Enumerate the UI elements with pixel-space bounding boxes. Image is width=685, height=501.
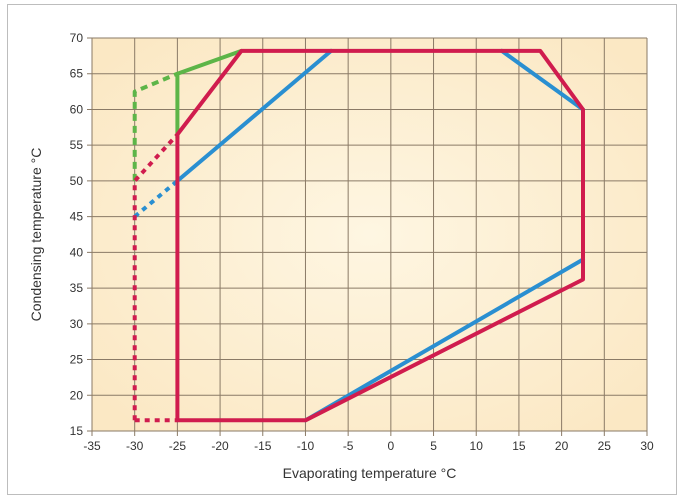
red-dotted-line	[132, 133, 179, 421]
y-tick-label: 25	[70, 353, 84, 367]
x-tick-label: -35	[83, 439, 101, 453]
x-tick-label: 0	[388, 439, 395, 453]
red-solid-line	[175, 48, 585, 423]
y-tick-label: 20	[70, 388, 84, 402]
x-axis-label: Evaporating temperature °C	[283, 465, 457, 481]
x-tick-label: -20	[211, 439, 229, 453]
x-tick-label: 5	[430, 439, 437, 453]
x-tick-label: -30	[126, 439, 144, 453]
tick-labels: -35 -30 -25 -20 -15 -10 -5 0 5 10 15 20 25 30 15 20 25 30…	[70, 31, 654, 453]
y-tick-label: 65	[70, 67, 84, 81]
y-tick-label: 50	[70, 174, 84, 188]
x-tick-label: 30	[640, 439, 654, 453]
y-axis-label: Condensing temperature °C	[28, 148, 44, 322]
y-tick-label: 15	[70, 424, 84, 438]
x-tick-label: 25	[598, 439, 612, 453]
y-tick-label: 30	[70, 317, 84, 331]
x-tick-label: -5	[343, 439, 354, 453]
y-tick-label: 60	[70, 102, 84, 116]
y-tick-label: 35	[70, 281, 84, 295]
green-dashed-line	[132, 71, 179, 181]
blue-solid-line	[175, 48, 334, 183]
x-tick-label: -15	[254, 439, 272, 453]
x-tick-label: -25	[169, 439, 187, 453]
x-tick-label: -10	[297, 439, 315, 453]
grid	[87, 37, 648, 436]
y-tick-label: 45	[70, 210, 84, 224]
x-tick-label: 20	[555, 439, 569, 453]
y-tick-label: 40	[70, 245, 84, 259]
blue-solid-line	[303, 257, 585, 423]
x-tick-label: 10	[470, 439, 484, 453]
plot-area	[92, 38, 647, 431]
series-group	[132, 48, 585, 423]
blue-solid-line	[499, 48, 585, 112]
y-tick-label: 70	[70, 31, 84, 45]
x-tick-label: 15	[512, 439, 526, 453]
y-tick-label: 55	[70, 138, 84, 152]
